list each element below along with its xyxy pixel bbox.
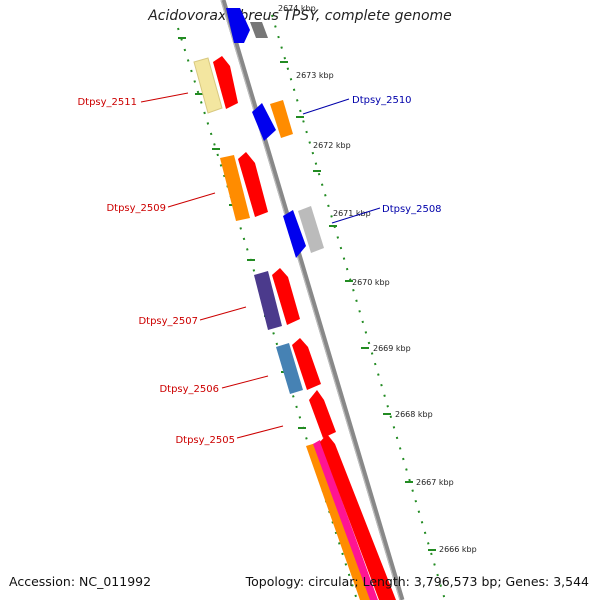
tick-label-2668: 2668 kbp: [395, 410, 433, 419]
gene-feature-dtpsy-2509-orange[interactable]: [220, 155, 250, 221]
gene-feature-dtpsy-2510-orange[interactable]: [270, 100, 293, 138]
gene-feature-dtpsy-2506-steelblue[interactable]: [276, 343, 303, 394]
gene-label-dtpsy-2510[interactable]: Dtpsy_2510: [352, 95, 412, 106]
gene-feature-dtpsy-2508-blue[interactable]: [283, 210, 306, 258]
gene-label-dtpsy-2509[interactable]: Dtpsy_2509: [106, 203, 166, 214]
ruler-major-ticks: [178, 37, 436, 551]
gene-feature-dtpsy-2507-red[interactable]: [272, 268, 300, 325]
gene-label-dtpsy-2506[interactable]: Dtpsy_2506: [159, 384, 219, 395]
gene-label-dtpsy-2505[interactable]: Dtpsy_2505: [175, 435, 235, 446]
genome-backbone-highlight: [220, 0, 401, 600]
tick-label-2669: 2669 kbp: [373, 344, 411, 353]
left-ruler: [177, 27, 358, 600]
gene-feature-lower-orange[interactable]: [306, 443, 372, 600]
gene-feature-dtpsy-2507-purple[interactable]: [254, 271, 282, 330]
tick-label-2671: 2671 kbp: [333, 209, 371, 218]
gene-feature-dtpsy-2510-blue[interactable]: [252, 103, 276, 141]
gene-feature-top-blue[interactable]: [226, 8, 250, 43]
gene-label-dtpsy-2511[interactable]: Dtpsy_2511: [77, 97, 137, 108]
genome-summary-text: Topology: circular; Length: 3,796,573 bp…: [245, 574, 589, 589]
genome-backbone: [220, 0, 405, 600]
label-connectors: [140, 92, 381, 439]
gene-label-dtpsy-2507[interactable]: Dtpsy_2507: [138, 316, 198, 327]
tick-label-2674: 2674 kbp: [278, 4, 316, 13]
gene-feature-dtpsy-2511-yellow[interactable]: [193, 57, 223, 114]
gene-feature-dtpsy-2505-red[interactable]: [309, 390, 336, 438]
gene-feature-dtpsy-2509-red[interactable]: [238, 152, 268, 217]
tick-label-2672: 2672 kbp: [313, 141, 351, 150]
gene-feature-lower-magenta[interactable]: [313, 440, 378, 600]
tick-label-2673: 2673 kbp: [296, 71, 334, 80]
tick-label-2667: 2667 kbp: [416, 478, 454, 487]
gene-feature-lower-red[interactable]: [320, 434, 396, 600]
gene-feature-dtpsy-2506-red[interactable]: [292, 338, 321, 390]
gene-feature-dtpsy-2511-red[interactable]: [213, 56, 238, 109]
gene-feature-dtpsy-2508-grey[interactable]: [298, 206, 324, 253]
accession-text: Accession: NC_011992: [9, 574, 152, 589]
tick-label-2666: 2666 kbp: [439, 545, 477, 554]
tick-label-2670: 2670 kbp: [352, 278, 390, 287]
gene-feature-top-grey: [250, 22, 268, 38]
gene-label-dtpsy-2508[interactable]: Dtpsy_2508: [382, 204, 442, 215]
